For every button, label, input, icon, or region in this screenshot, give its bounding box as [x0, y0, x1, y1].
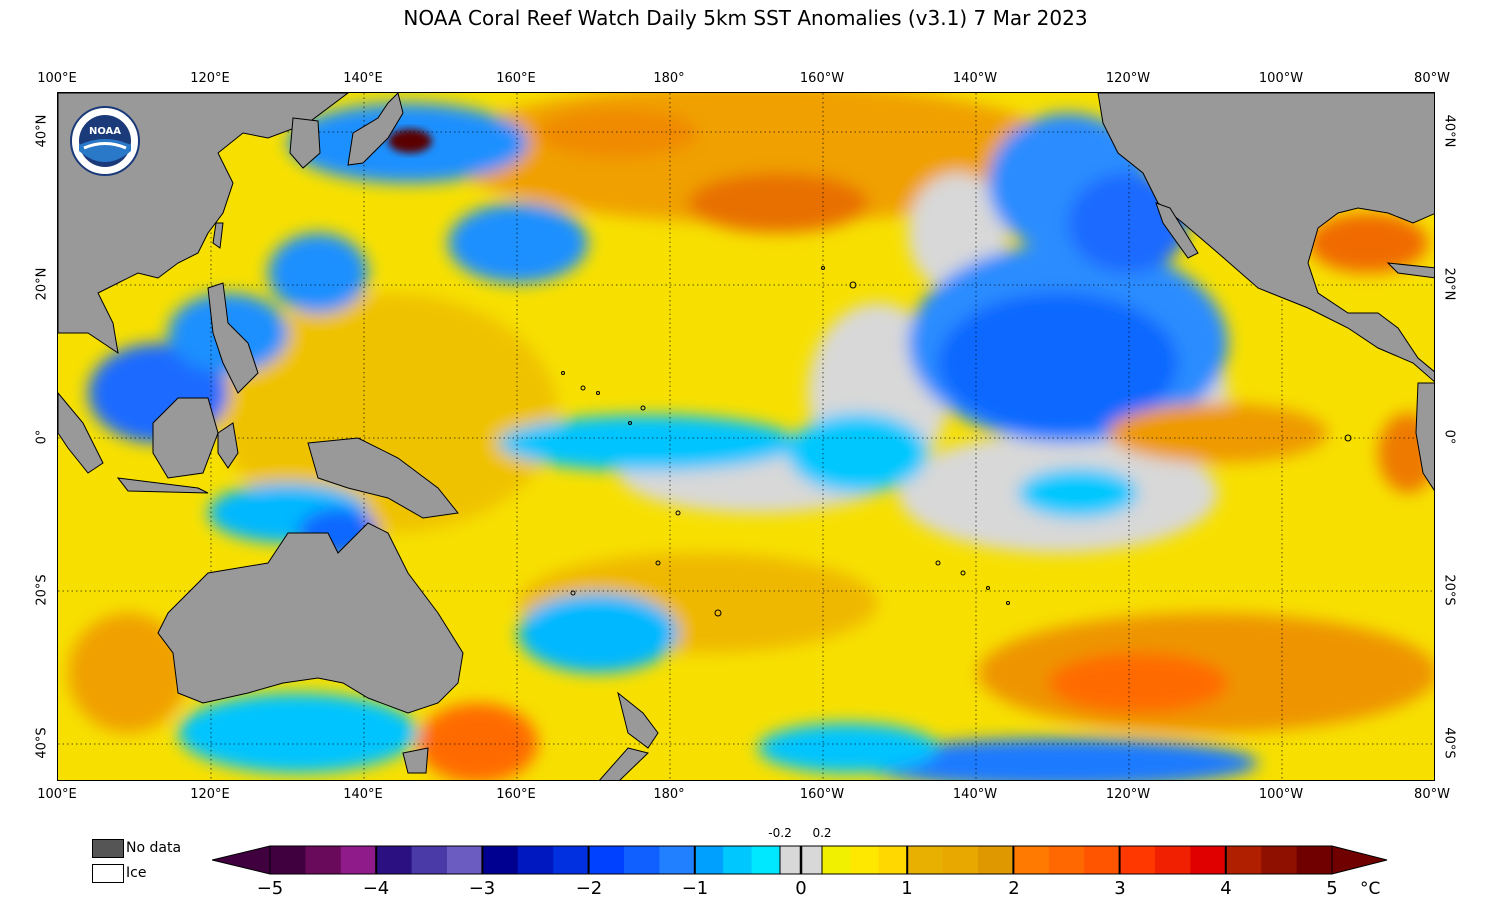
colorbar-tick: 3 [1114, 878, 1126, 899]
lon-label-bottom: 100°E [37, 787, 77, 802]
lon-label-bottom: 160°W [799, 787, 845, 802]
lon-label-top: 140°E [343, 71, 383, 86]
legend-nodata-swatch [92, 839, 124, 858]
map-title: NOAA Coral Reef Watch Daily 5km SST Anom… [403, 6, 1088, 30]
colorbar-segment [878, 846, 908, 874]
noaa-logo-text: NOAA [89, 126, 121, 137]
lon-label-top: 160°E [496, 71, 536, 86]
colorbar-segment [376, 846, 413, 874]
lat-label-right: 40°S [1441, 727, 1457, 759]
colorbar-segment [411, 846, 448, 874]
lat-label-left: 40°S [34, 727, 50, 759]
lon-label-bottom: 120°E [190, 787, 230, 802]
colorbar-segment [1155, 846, 1191, 874]
colorbar-segment [907, 846, 944, 874]
lon-label-bottom: 140°W [952, 787, 998, 802]
colorbar-segment [850, 846, 880, 874]
colorbar-segment [482, 846, 519, 874]
colorbar-segment [822, 846, 851, 874]
colorbar-segment [1048, 846, 1085, 874]
colorbar-segment [723, 846, 753, 874]
colorbar-tick: 5 [1326, 878, 1338, 899]
legend-ice-swatch [92, 864, 124, 883]
sst-anomaly-map[interactable]: NOAA [57, 92, 1435, 781]
lon-label-top: 120°W [1105, 71, 1151, 86]
colorbar-inner-label-neg: -0.2 [768, 826, 792, 840]
lat-label-right: 0° [1441, 429, 1457, 445]
colorbar-segment [694, 846, 724, 874]
lon-label-top: 140°W [952, 71, 998, 86]
noaa-logo-icon: NOAA [70, 106, 140, 176]
colorbar-tick: −2 [575, 878, 603, 899]
lon-label-bottom: 100°W [1258, 787, 1304, 802]
lon-label-top: 160°W [799, 71, 845, 86]
legend-nodata-label: No data [126, 840, 182, 856]
colorbar-extend-low [212, 845, 271, 875]
lon-label-bottom: 160°E [496, 787, 536, 802]
lon-label-bottom: 140°E [343, 787, 383, 802]
colorbar-segment [1296, 846, 1333, 874]
lon-label-bottom: 80°W [1414, 787, 1450, 802]
colorbar-segment [942, 846, 979, 874]
lon-label-top: 80°W [1414, 71, 1450, 86]
colorbar-segment [1119, 846, 1156, 874]
colorbar-segment [624, 846, 660, 874]
colorbar-segment [1013, 846, 1050, 874]
colorbar-segment [659, 846, 696, 874]
colorbar-segment [1261, 846, 1298, 874]
colorbar-tick: −1 [681, 878, 709, 899]
colorbar-extend-high [1331, 845, 1388, 875]
colorbar-segment [553, 846, 590, 874]
lon-label-top: 180° [653, 71, 685, 86]
lon-label-bottom: 120°W [1105, 787, 1151, 802]
lat-label-left: 20°S [34, 574, 50, 606]
lat-label-left: 40°N [34, 114, 50, 148]
lat-label-right: 40°N [1441, 114, 1457, 148]
colorbar-segment [751, 846, 781, 874]
colorbar-segment [305, 846, 342, 874]
colorbar-tick: 4 [1220, 878, 1232, 899]
lon-label-bottom: 180° [653, 787, 685, 802]
colorbar-tick: 1 [901, 878, 913, 899]
colorbar-tick: 0 [795, 878, 807, 899]
colorbar-inner-label-pos: 0.2 [812, 826, 832, 840]
colorbar-segment [447, 846, 483, 874]
colorbar-unit: °C [1360, 879, 1381, 899]
lat-label-left: 0° [34, 429, 50, 445]
lat-label-right: 20°S [1441, 574, 1457, 606]
colorbar [212, 845, 1388, 875]
colorbar-segment [588, 846, 625, 874]
lon-label-top: 120°E [190, 71, 230, 86]
colorbar-tick: 2 [1008, 878, 1020, 899]
colorbar-segment [1190, 846, 1227, 874]
colorbar-tick: −5 [256, 878, 284, 899]
colorbar-segment [1084, 846, 1121, 874]
lon-label-top: 100°W [1258, 71, 1304, 86]
colorbar-segment [1225, 846, 1262, 874]
colorbar-segment [270, 846, 306, 874]
lat-label-right: 20°N [1441, 267, 1457, 301]
colorbar-tick: −3 [468, 878, 496, 899]
colorbar-segment [340, 846, 377, 874]
colorbar-tick: −4 [362, 878, 390, 899]
colorbar-segment [978, 846, 1014, 874]
legend-ice-label: Ice [126, 865, 147, 881]
colorbar-segment [517, 846, 554, 874]
lat-label-left: 20°N [34, 267, 50, 301]
lon-label-top: 100°E [37, 71, 77, 86]
